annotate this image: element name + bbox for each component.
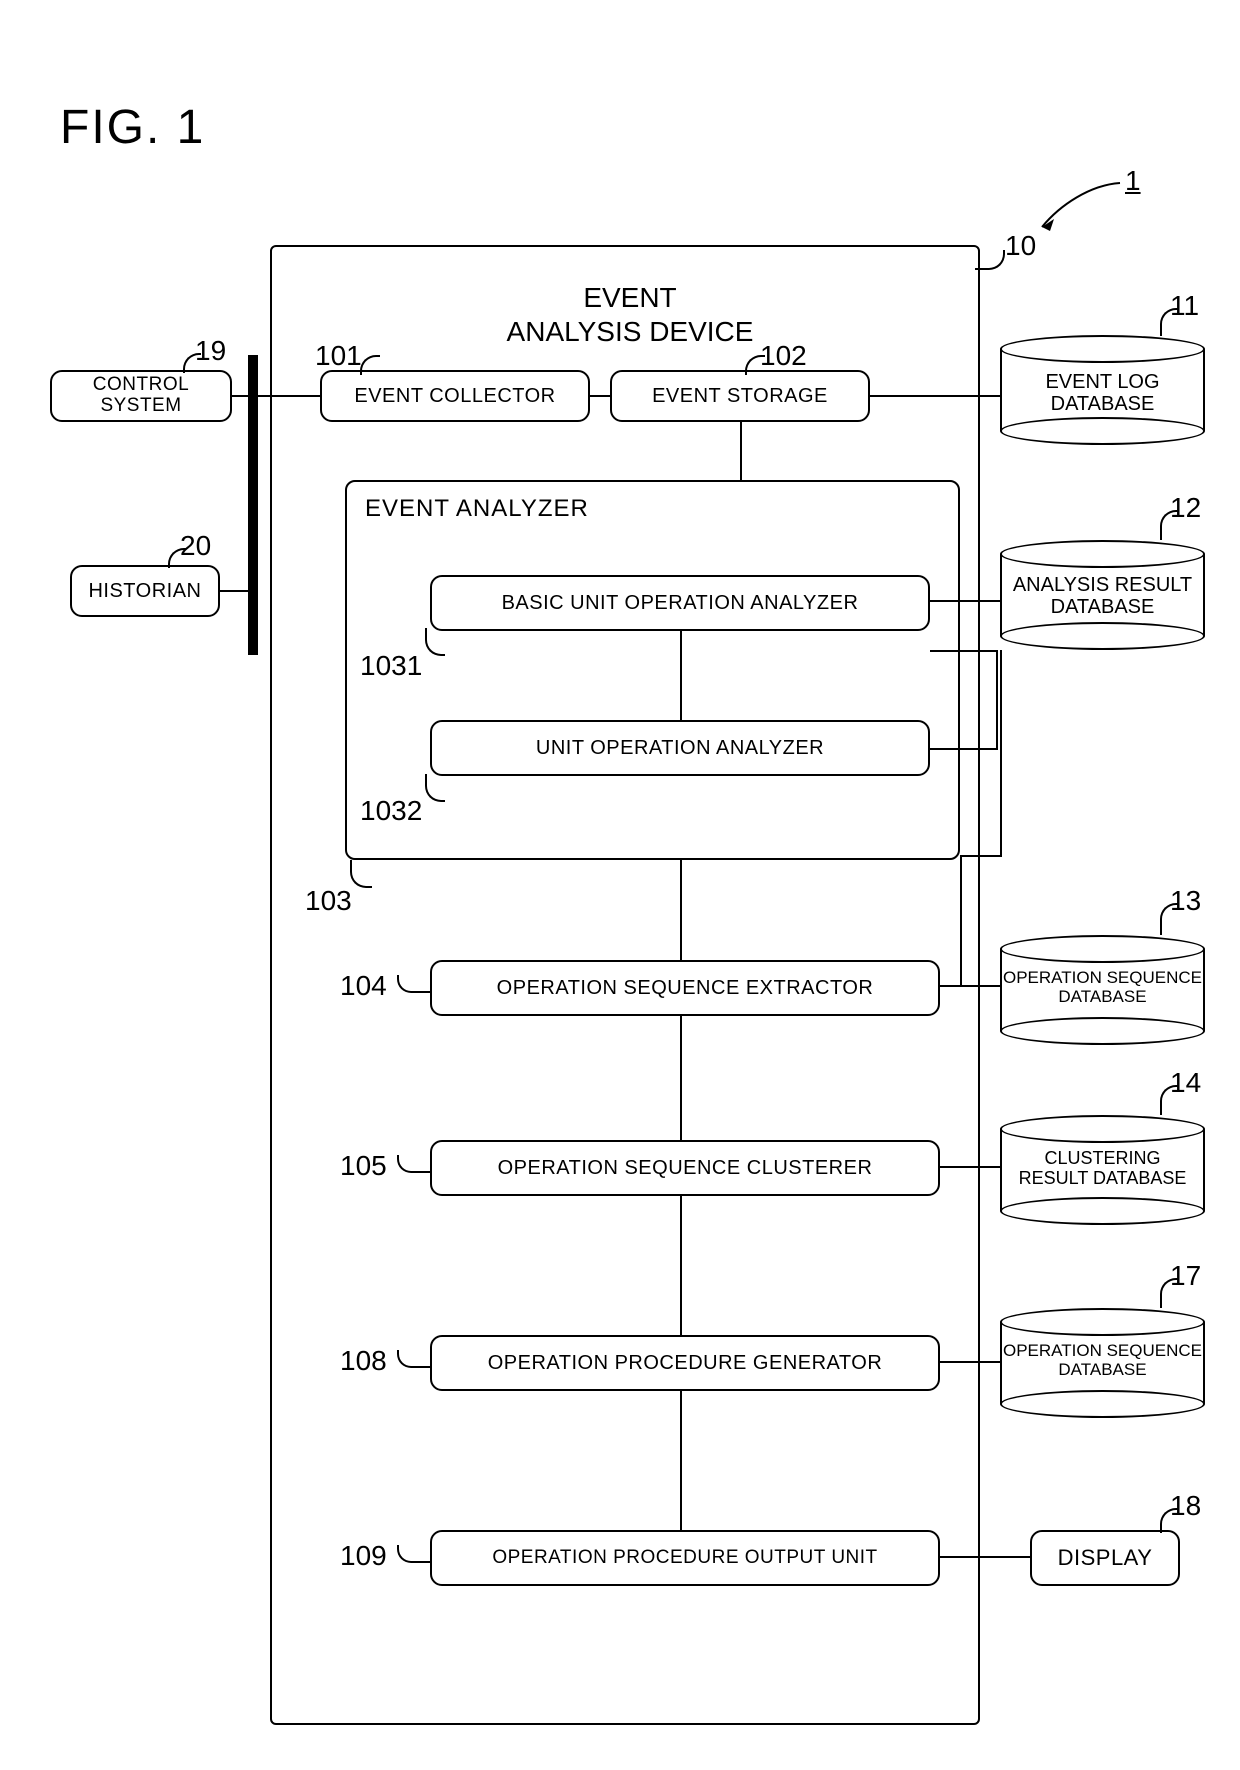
event-log-db-l2: DATABASE — [1000, 393, 1205, 415]
control-system-box: CONTROL SYSTEM — [50, 370, 232, 422]
basic-unit-id: 1031 — [360, 650, 422, 682]
op-proc-generator-id: 108 — [340, 1345, 387, 1377]
connector-line — [740, 422, 742, 480]
unit-analyzer-box: UNIT OPERATION ANALYZER — [430, 720, 930, 776]
op-proc-generator-box: OPERATION PROCEDURE GENERATOR — [430, 1335, 940, 1391]
event-log-db: EVENT LOG DATABASE — [1000, 335, 1205, 445]
event-storage-label: EVENT STORAGE — [652, 385, 828, 407]
event-collector-box: EVENT COLLECTOR — [320, 370, 590, 422]
event-analyzer-label: EVENT ANALYZER — [365, 495, 589, 523]
event-storage-id: 102 — [760, 340, 807, 372]
leader-line — [168, 548, 186, 568]
connector-line — [680, 1016, 682, 1140]
analysis-result-db-l1: ANALYSIS RESULT — [1000, 574, 1205, 596]
control-system-label: CONTROL SYSTEM — [60, 375, 222, 417]
connector-line — [930, 650, 998, 652]
bus-line — [248, 355, 258, 655]
leader-line — [1160, 1508, 1178, 1533]
op-proc-output-id: 109 — [340, 1540, 387, 1572]
op-proc-generator-label: OPERATION PROCEDURE GENERATOR — [488, 1352, 883, 1374]
basic-unit-analyzer-box: BASIC UNIT OPERATION ANALYZER — [430, 575, 930, 631]
connector-line — [940, 1361, 1000, 1363]
unit-analyzer-id: 1032 — [360, 795, 422, 827]
leader-line — [397, 1545, 432, 1563]
leader-line — [183, 353, 201, 373]
historian-box: HISTORIAN — [70, 565, 220, 617]
display-label: DISPLAY — [1058, 1546, 1153, 1570]
analysis-result-db-l2: DATABASE — [1000, 596, 1205, 618]
diagram-canvas: FIG. 1 1 10 EVENT ANALYSIS DEVICE EVENT … — [0, 0, 1240, 1770]
connector-line — [930, 600, 1000, 602]
leader-line — [1160, 903, 1178, 935]
op-seq-clusterer-id: 105 — [340, 1150, 387, 1182]
clustering-result-db: CLUSTERING RESULT DATABASE — [1000, 1115, 1205, 1225]
op-seq-extractor-box: OPERATION SEQUENCE EXTRACTOR — [430, 960, 940, 1016]
basic-unit-analyzer-label: BASIC UNIT OPERATION ANALYZER — [502, 592, 859, 614]
leader-line — [1160, 1278, 1178, 1308]
op-seq-db-l2: DATABASE — [1000, 988, 1205, 1007]
event-log-db-l1: EVENT LOG — [1000, 371, 1205, 393]
connector-line — [680, 631, 682, 720]
event-storage-box: EVENT STORAGE — [610, 370, 870, 422]
connector-line — [680, 1391, 682, 1530]
event-analyzer-box — [345, 480, 960, 860]
op-seq-db2: OPERATION SEQUENCE DATABASE — [1000, 1308, 1205, 1418]
op-seq-db: OPERATION SEQUENCE DATABASE — [1000, 935, 1205, 1045]
connector-line — [940, 1166, 1000, 1168]
connector-line — [996, 650, 998, 750]
op-seq-db2-l2: DATABASE — [1000, 1361, 1205, 1380]
connector-line — [232, 395, 250, 397]
device-id-label: 10 — [1005, 230, 1036, 262]
op-proc-output-box: OPERATION PROCEDURE OUTPUT UNIT — [430, 1530, 940, 1586]
connector-line — [930, 748, 998, 750]
clustering-result-db-l2: RESULT DATABASE — [1000, 1169, 1205, 1189]
connector-line — [680, 860, 682, 960]
op-proc-output-label: OPERATION PROCEDURE OUTPUT UNIT — [492, 1548, 877, 1569]
connector-line — [940, 1556, 1030, 1558]
connector-line — [960, 855, 962, 987]
connector-line — [940, 985, 1000, 987]
device-title-1: EVENT — [480, 282, 780, 314]
connector-line — [870, 395, 1000, 397]
connector-line — [960, 855, 1002, 857]
op-seq-db-l1: OPERATION SEQUENCE — [1000, 969, 1205, 988]
op-seq-extractor-label: OPERATION SEQUENCE EXTRACTOR — [497, 977, 874, 999]
historian-label: HISTORIAN — [88, 580, 201, 602]
leader-line — [1160, 510, 1178, 540]
op-seq-clusterer-box: OPERATION SEQUENCE CLUSTERER — [430, 1140, 940, 1196]
event-collector-label: EVENT COLLECTOR — [354, 385, 555, 407]
connector-line — [1000, 650, 1002, 857]
event-collector-id: 101 — [315, 340, 362, 372]
leader-line — [397, 1155, 432, 1173]
unit-analyzer-label: UNIT OPERATION ANALYZER — [536, 737, 824, 759]
leader-line — [1160, 308, 1178, 336]
event-analyzer-id: 103 — [305, 885, 352, 917]
display-box: DISPLAY — [1030, 1530, 1180, 1586]
connector-line — [680, 1196, 682, 1335]
leader-line — [397, 1350, 432, 1368]
leader-arrow-icon — [1020, 175, 1130, 245]
leader-line — [975, 250, 1005, 270]
op-seq-extractor-id: 104 — [340, 970, 387, 1002]
connector-line — [590, 395, 610, 397]
figure-title: FIG. 1 — [60, 100, 205, 155]
op-seq-db2-l1: OPERATION SEQUENCE — [1000, 1342, 1205, 1361]
leader-line — [1160, 1085, 1178, 1115]
connector-line — [258, 395, 320, 397]
leader-line — [397, 975, 432, 993]
op-seq-clusterer-label: OPERATION SEQUENCE CLUSTERER — [498, 1157, 873, 1179]
device-title-2: ANALYSIS DEVICE — [480, 316, 780, 348]
analysis-result-db: ANALYSIS RESULT DATABASE — [1000, 540, 1205, 650]
connector-line — [220, 590, 250, 592]
clustering-result-db-l1: CLUSTERING — [1000, 1149, 1205, 1169]
